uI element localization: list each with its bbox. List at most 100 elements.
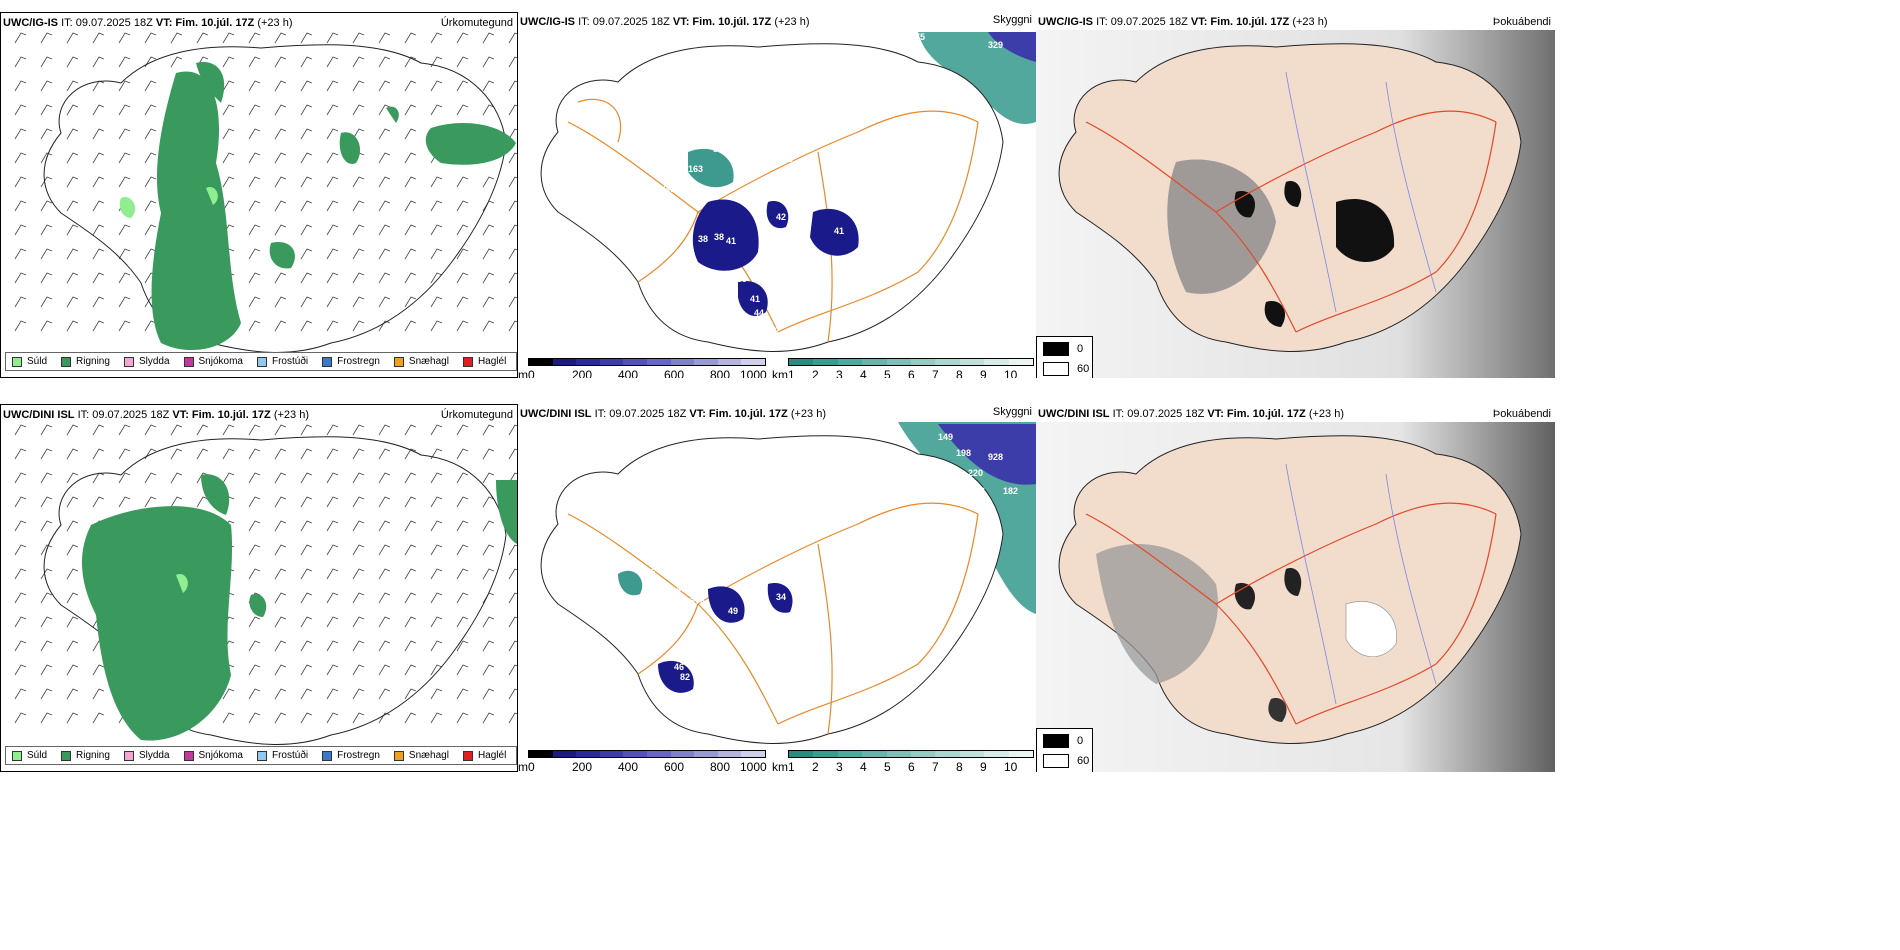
cloud-height-label: 44: [748, 324, 758, 334]
offset-label: (+23 h): [774, 16, 810, 28]
cloud-height-label: 182: [1003, 486, 1018, 496]
legend-item: Haglél: [462, 356, 506, 367]
visibility-tick: 3: [836, 368, 843, 378]
fog-swatch: [1043, 754, 1069, 768]
visibility-tick: 2: [812, 368, 819, 378]
vt-label: VT: Fim. 10.júl. 17Z: [172, 409, 271, 421]
cloud-panel-bottom: UWC/DINI ISL IT: 09.07.2025 18Z VT: Fim.…: [518, 404, 1036, 772]
panel-title: Þokuábendi: [1492, 16, 1551, 28]
legend-swatch: [393, 750, 404, 761]
legend-swatch: [322, 356, 333, 367]
height-tick: 200: [572, 760, 593, 772]
legend-item: Slydda: [123, 356, 170, 367]
cloud-height-label: 41: [750, 294, 760, 304]
legend-swatch: [123, 750, 134, 761]
cloud-height-label: 37: [770, 326, 780, 336]
offset-label: (+23 h): [1308, 408, 1345, 420]
fog-legend-row: 60: [1043, 362, 1089, 376]
legend-item: Snjókoma: [183, 356, 243, 367]
height-unit: m: [518, 368, 528, 378]
fog-legend-row: 0: [1043, 342, 1083, 356]
height-tick: 1000: [740, 760, 767, 772]
legend-item: Haglél: [462, 750, 506, 761]
visibility-unit: km: [772, 368, 788, 378]
fog-panel-top: UWC/IG-IS IT: 09.07.2025 18Z VT: Fim. 10…: [1036, 12, 1555, 378]
panel-header: UWC/DINI ISL IT: 09.07.2025 18Z VT: Fim.…: [520, 408, 826, 420]
cloud-height-label: 43: [690, 262, 700, 272]
panel-header: UWC/IG-IS IT: 09.07.2025 18Z VT: Fim. 10…: [1038, 16, 1328, 28]
visibility-tick: 5: [884, 368, 891, 378]
panel-header: UWC/IG-IS IT: 09.07.2025 18Z VT: Fim. 10…: [520, 16, 810, 28]
legend-swatch: [256, 356, 267, 367]
height-tick: 800: [710, 368, 731, 378]
cloud-height-label: 16: [783, 154, 793, 164]
vt-label: VT: Fim. 10.júl. 17Z: [155, 17, 255, 29]
precip-legend: Súld Rigning Slydda Snjókoma Frostúði Fr…: [5, 746, 517, 765]
panel-header: UWC/IG-IS IT: 09.07.2025 18Z VT: Fim. 10…: [3, 17, 293, 29]
it-label: IT: 09.07.2025 18Z: [61, 17, 153, 29]
visibility-colorbar-swatches: [788, 358, 1034, 366]
it-label: IT: 09.07.2025 18Z: [1096, 16, 1188, 28]
fog-legend: 0 60: [1036, 728, 1093, 772]
cloud-height-label: 109: [732, 274, 747, 284]
visibility-tick: 7: [932, 760, 939, 772]
model-name: UWC/DINI ISL: [1038, 408, 1110, 420]
legend-swatch: [393, 356, 404, 367]
legend-item: Frostúði: [256, 356, 308, 367]
precip-map-top: [14, 32, 517, 353]
height-unit: m: [518, 760, 528, 772]
cloud-height-label: 198: [956, 448, 971, 458]
panel-title: Skyggni: [992, 406, 1032, 418]
legend-swatch: [61, 356, 72, 367]
legend-swatch: [183, 750, 194, 761]
height-colorbar: m 0 200 400 600 800 1000: [518, 358, 768, 378]
legend-item: Rigning: [61, 750, 110, 761]
offset-label: (+23 h): [1292, 16, 1328, 28]
it-label: IT: 09.07.2025 18Z: [77, 409, 170, 421]
cloud-height-label: 20: [650, 564, 660, 574]
fog-legend-row: 0: [1043, 734, 1083, 748]
cloud-height-label: 196: [918, 154, 933, 164]
legend-item: Snæhagl: [393, 356, 449, 367]
model-name: UWC/IG-IS: [3, 17, 58, 29]
legend-item: Súld: [12, 356, 47, 367]
offset-label: (+23 h): [257, 17, 293, 29]
visibility-tick: 4: [860, 760, 867, 772]
fog-legend: 0 60: [1036, 336, 1093, 378]
panel-title: Þokuábendi: [1492, 408, 1551, 420]
visibility-tick: 1: [788, 760, 795, 772]
height-tick: 0: [528, 760, 535, 772]
visibility-unit: km: [772, 760, 788, 772]
cloud-height-label: 49: [728, 606, 738, 616]
cloud-height-label: 163: [688, 164, 703, 174]
it-label: IT: 09.07.2025 18Z: [578, 16, 670, 28]
legend-swatch: [322, 750, 333, 761]
model-name: UWC/IG-IS: [1038, 16, 1093, 28]
cloud-height-label: 97: [718, 124, 728, 134]
legend-item: Snæhagl: [393, 750, 449, 761]
cloud-height-label: 266: [970, 486, 985, 496]
fog-swatch: [1043, 362, 1069, 376]
legend-item: Súld: [12, 750, 47, 761]
height-tick: 400: [618, 760, 639, 772]
cloud-height-label: 46: [674, 662, 684, 672]
cloud-height-label: 19: [958, 154, 968, 164]
panel-header: UWC/DINI ISL IT: 09.07.2025 18Z VT: Fim.…: [1038, 408, 1344, 420]
cloud-height-label: 149: [938, 432, 953, 442]
legend-item: Rigning: [61, 356, 110, 367]
cloud-height-label: 928: [988, 452, 1003, 462]
height-tick: 600: [664, 760, 685, 772]
cloud-height-label: 220: [968, 468, 983, 478]
fog-swatch: [1043, 734, 1069, 748]
panel-header: UWC/DINI ISL IT: 09.07.2025 18Z VT: Fim.…: [3, 409, 309, 421]
cloud-panel-top: UWC/IG-IS IT: 09.07.2025 18Z VT: Fim. 10…: [518, 12, 1036, 378]
cloud-height-label: 41: [726, 236, 736, 246]
fog-swatch: [1043, 342, 1069, 356]
precip-panel-top: UWC/IG-IS IT: 09.07.2025 18Z VT: Fim. 10…: [0, 12, 518, 378]
height-tick: 400: [618, 368, 639, 378]
visibility-tick: 4: [860, 368, 867, 378]
model-name: UWC/DINI ISL: [3, 409, 75, 421]
cloud-height-label: 38: [714, 232, 724, 242]
legend-swatch: [256, 750, 267, 761]
legend-item: Slydda: [123, 750, 170, 761]
